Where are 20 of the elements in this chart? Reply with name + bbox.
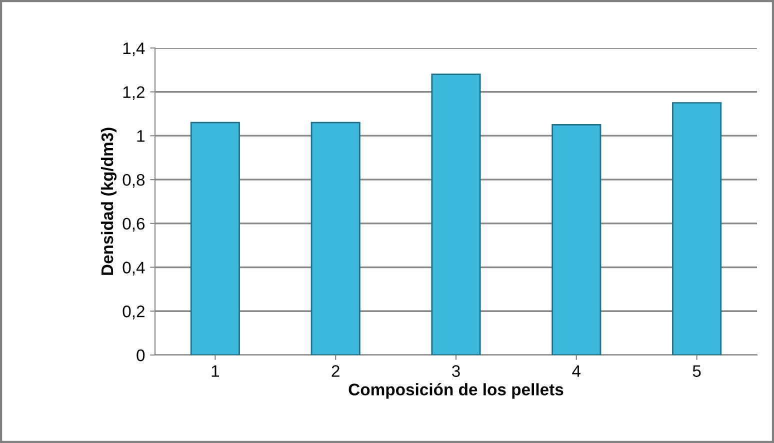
y-tick-label: 1,4 bbox=[123, 42, 145, 56]
y-tick-label: 0,4 bbox=[122, 262, 145, 276]
y-axis-title: Densidad (kg/dm3) bbox=[100, 128, 117, 275]
bar bbox=[310, 122, 360, 355]
y-tick-label: 0,6 bbox=[122, 218, 145, 232]
x-tick-label: 3 bbox=[452, 365, 460, 377]
y-tick-label: 0 bbox=[136, 349, 145, 362]
y-tick-label: 1,2 bbox=[123, 86, 144, 100]
y-tick-label: 1 bbox=[137, 130, 144, 142]
x-tick-label: 4 bbox=[572, 365, 581, 377]
bar bbox=[190, 122, 240, 355]
bar bbox=[431, 74, 481, 355]
x-tick-label: 5 bbox=[692, 365, 701, 377]
y-tick-label: 0,8 bbox=[122, 174, 145, 188]
x-axis-title: Composición de los pellets bbox=[348, 383, 564, 399]
bar bbox=[672, 102, 722, 355]
x-tick-label: 2 bbox=[332, 365, 340, 377]
x-tick-label: 1 bbox=[212, 365, 220, 377]
bar bbox=[552, 124, 602, 355]
y-tick-label: 0,2 bbox=[122, 306, 144, 320]
